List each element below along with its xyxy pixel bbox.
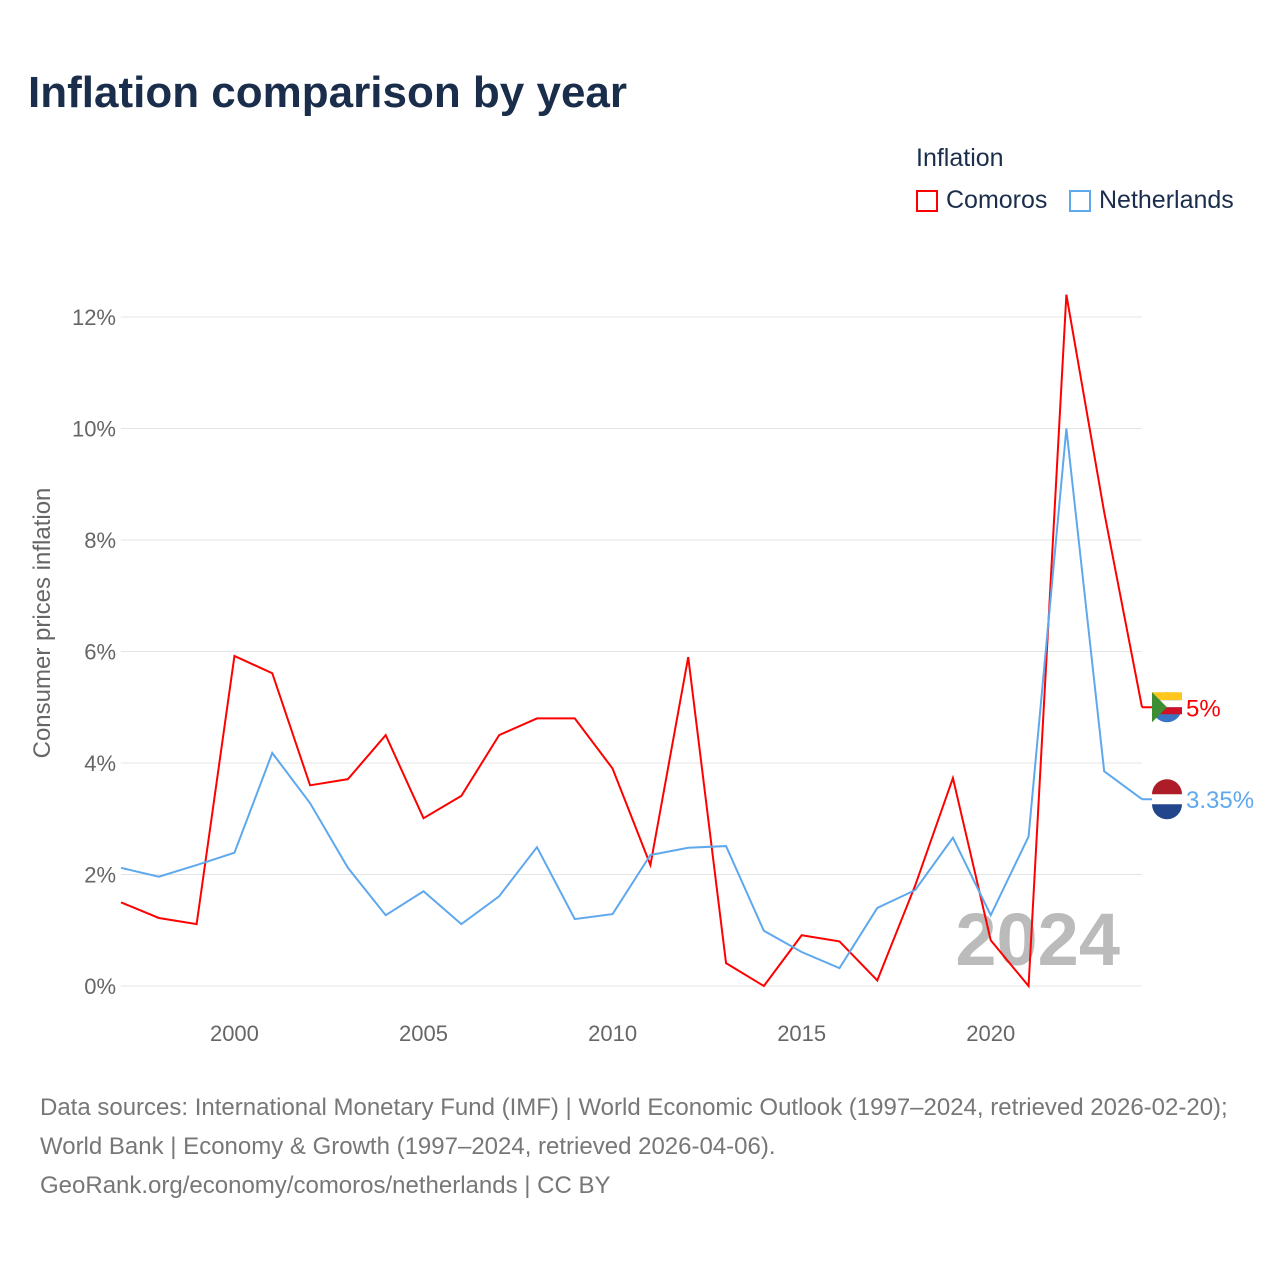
- legend-label: Comoros: [946, 186, 1048, 214]
- year-watermark: 2024: [955, 898, 1120, 981]
- legend-swatch: [1069, 189, 1091, 212]
- source-note: Data sources: International Monetary Fun…: [40, 1088, 1250, 1205]
- y-tick-label: 4%: [84, 751, 116, 776]
- end-value-label: 3.35%: [1186, 787, 1254, 814]
- legend-item-netherlands[interactable]: Netherlands: [1069, 186, 1234, 215]
- flag-stripe: [1152, 804, 1182, 820]
- x-tick-label: 2015: [777, 1021, 826, 1046]
- flag-stripe: [1152, 707, 1182, 715]
- y-tick-label: 12%: [72, 305, 116, 330]
- series-line-netherlands: [120, 428, 1143, 970]
- y-tick-label: 6%: [84, 640, 116, 665]
- chart-title: Inflation comparison by year: [28, 68, 628, 117]
- series-line-comoros: [120, 294, 1143, 989]
- x-tick-label: 2005: [399, 1021, 448, 1046]
- legend-label: Netherlands: [1099, 186, 1234, 214]
- credit-text: GeoRank.org/economy/comoros/netherlands …: [40, 1172, 611, 1199]
- source-text: Data sources: International Monetary Fun…: [40, 1094, 1228, 1160]
- x-tick-label: 2010: [588, 1021, 637, 1046]
- flag-stripe: [1152, 700, 1182, 708]
- y-tick-label: 2%: [84, 863, 116, 888]
- legend-item-comoros[interactable]: Comoros: [916, 186, 1047, 215]
- end-value-label: 5%: [1186, 695, 1221, 722]
- flag-triangle: [1152, 692, 1167, 723]
- x-tick-label: 2000: [210, 1021, 259, 1046]
- y-tick-label: 8%: [84, 528, 116, 553]
- x-tick-label: 2020: [966, 1021, 1015, 1046]
- flag-stripe: [1152, 779, 1182, 795]
- legend-title: Inflation: [916, 144, 1004, 172]
- y-tick-label: 0%: [84, 974, 116, 999]
- legend-swatch: [916, 189, 938, 212]
- y-axis-label: Consumer prices inflation: [29, 488, 56, 759]
- y-tick-label: 10%: [72, 417, 116, 442]
- flag-stripe: [1152, 692, 1182, 701]
